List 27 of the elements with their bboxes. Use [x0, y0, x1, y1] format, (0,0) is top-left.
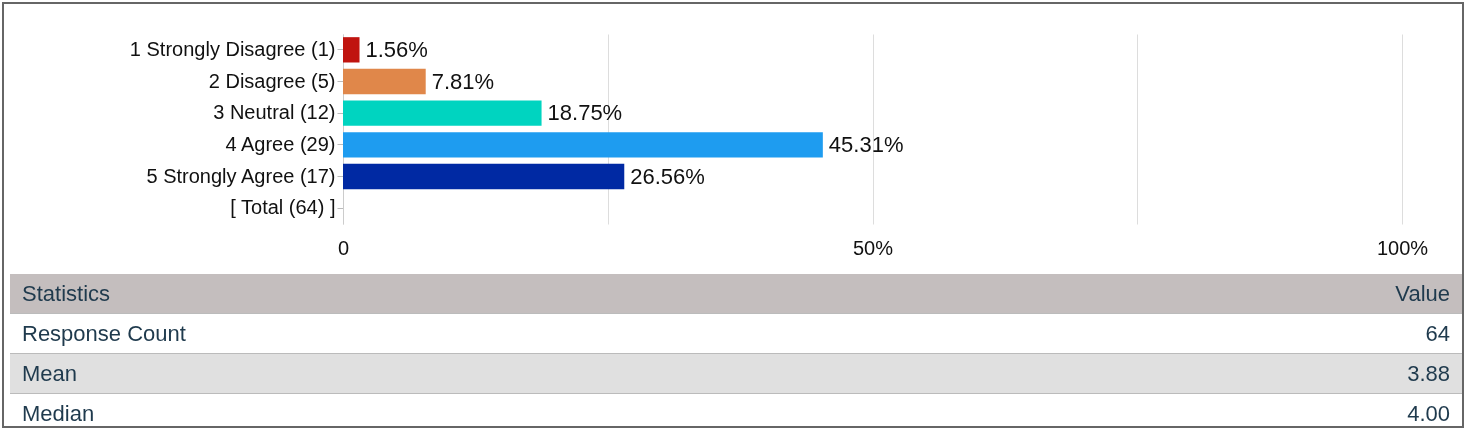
y-tick-label: 3 Neutral (12) — [213, 101, 336, 124]
text: Statistics — [22, 280, 111, 308]
bar — [343, 163, 625, 190]
x-tick-label: 0 — [337, 236, 350, 259]
data-label: 1.56% — [365, 36, 428, 62]
y-tick-label: 2 Disagree (5) — [208, 69, 336, 92]
text: 3.88 — [1407, 360, 1450, 388]
bar — [343, 68, 426, 95]
text: Mean — [22, 360, 78, 388]
y-tick-label: 4 Agree (29) — [225, 132, 336, 155]
bar — [343, 37, 360, 63]
bar — [343, 100, 542, 126]
y-tick-label: 5 Strongly Agree (17) — [146, 164, 336, 187]
text: Response Count — [22, 320, 186, 348]
y-tick-label: 1 Strongly Disagree (1) — [129, 37, 336, 60]
bar — [343, 132, 823, 158]
x-tick-label: 100% — [1376, 236, 1429, 259]
data-label: 7.81% — [431, 68, 495, 94]
text: Value — [1395, 280, 1450, 308]
data-label: 18.75% — [547, 100, 623, 126]
y-tick-label: [ Total (64) ] — [230, 196, 336, 219]
text: 4.00 — [1407, 400, 1450, 428]
x-tick-label: 50% — [852, 236, 894, 259]
data-label: 26.56% — [630, 163, 705, 189]
data-label: 45.31% — [828, 131, 904, 157]
text: Median — [22, 400, 95, 428]
text: 64 — [1425, 320, 1450, 348]
